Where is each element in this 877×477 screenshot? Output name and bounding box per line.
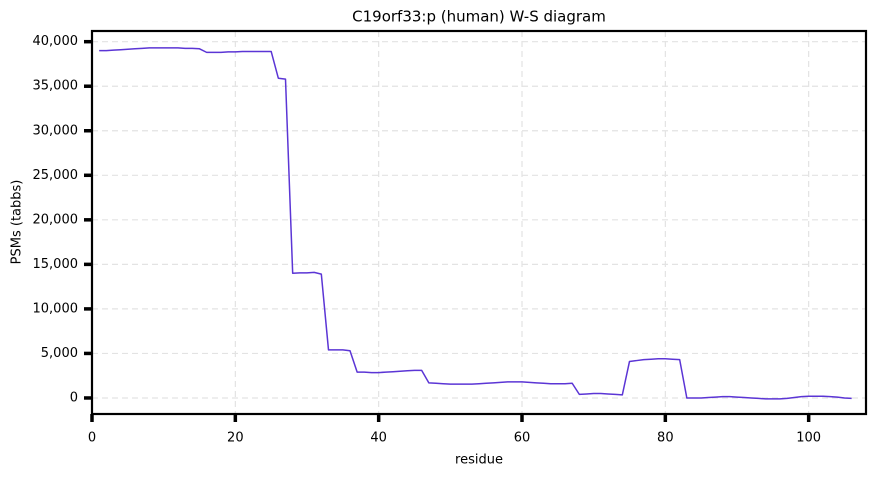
y-tick-label: 10,000 — [33, 301, 79, 316]
x-tick-label: 60 — [514, 431, 531, 446]
y-tick-label: 0 — [70, 390, 78, 405]
data-line — [99, 47, 852, 400]
plot — [99, 47, 852, 400]
y-tick-label: 20,000 — [33, 212, 79, 227]
y-tick-label: 15,000 — [33, 257, 79, 272]
x-tick-label: 80 — [657, 431, 674, 446]
x-tick-label: 40 — [370, 431, 387, 446]
plot-frame — [90, 29, 868, 416]
grid — [91, 31, 866, 414]
x-tick-label: 20 — [227, 431, 244, 446]
y-tick-label: 25,000 — [33, 168, 79, 183]
x-tick-label: 100 — [796, 431, 821, 446]
y-tick-label: 5,000 — [41, 346, 78, 361]
x-axis-label: residue — [455, 453, 503, 468]
y-axis-label: PSMs (tabbs) — [10, 180, 25, 265]
chart-title: C19orf33:p (human) W-S diagram — [352, 8, 606, 26]
x-tick-label: 0 — [88, 431, 96, 446]
y-tick-label: 40,000 — [33, 34, 79, 49]
y-tick-label: 35,000 — [33, 79, 79, 94]
y-tick-label: 30,000 — [33, 123, 79, 138]
